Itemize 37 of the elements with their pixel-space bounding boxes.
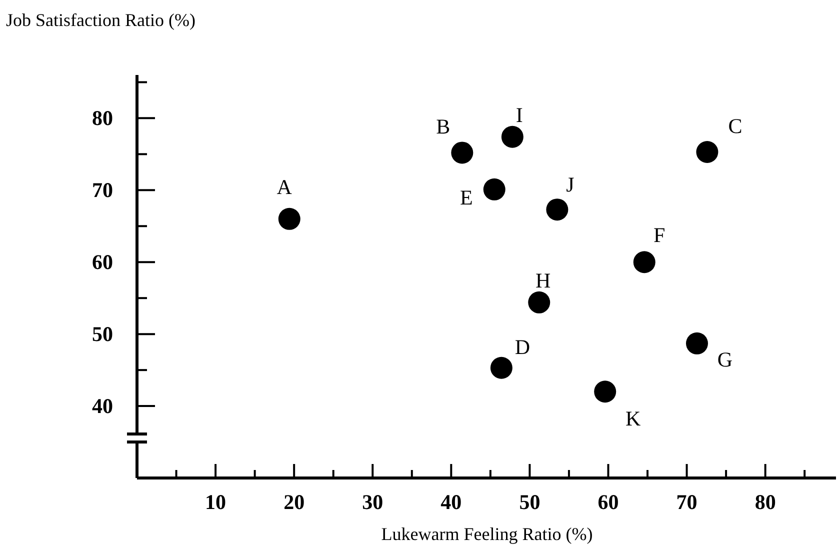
annotation: G (717, 347, 733, 372)
x-tick-label: 20 (284, 490, 305, 514)
annotation: A (276, 174, 293, 199)
point (594, 380, 616, 403)
annotation: K (626, 406, 641, 431)
x-tick-label: 80 (754, 490, 776, 514)
x-tick-label: 60 (598, 490, 619, 514)
point (501, 126, 524, 148)
y-tick-label: 40 (92, 394, 113, 418)
annotation: B (436, 114, 450, 139)
point (686, 332, 708, 354)
x-tick-label: 10 (205, 490, 226, 514)
annotation: F (654, 223, 666, 248)
point (546, 198, 568, 221)
annotation: E (460, 185, 473, 210)
x-axis-title: Lukewarm Feeling Ratio (%) (381, 524, 593, 544)
y-axis-title: Job Satisfaction Ratio (%) (6, 10, 196, 30)
y-tick-label: 50 (92, 322, 113, 346)
annotation: I (516, 102, 523, 127)
point (633, 251, 656, 274)
x-tick-label: 40 (440, 490, 462, 514)
annotation: C (728, 114, 742, 138)
annotation: H (536, 268, 551, 292)
point (528, 291, 550, 314)
point (696, 141, 718, 163)
annotation: J (566, 172, 574, 197)
x-tick-label: 70 (676, 490, 698, 514)
point (278, 208, 300, 230)
annotation: D (514, 334, 530, 359)
x-tick-label: 30 (362, 490, 384, 514)
y-tick-label: 70 (92, 178, 113, 202)
point (490, 356, 512, 379)
y-tick-label: 60 (92, 250, 113, 274)
y-tick-label: 80 (92, 106, 113, 130)
point (451, 142, 474, 164)
x-tick-label: 50 (519, 490, 540, 514)
point (483, 178, 506, 200)
